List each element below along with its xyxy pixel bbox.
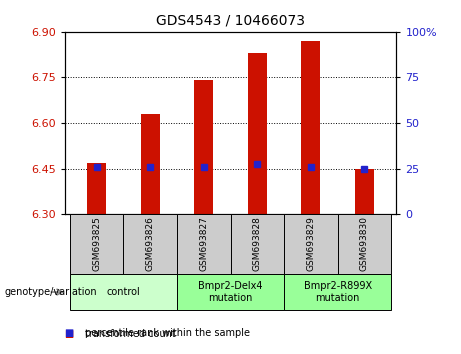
Bar	[124, 214, 177, 274]
Text: GSM693825: GSM693825	[92, 216, 101, 271]
Text: GSM693828: GSM693828	[253, 216, 262, 271]
Text: Bmpr2-R899X
mutation: Bmpr2-R899X mutation	[303, 281, 372, 303]
Title: GDS4543 / 10466073: GDS4543 / 10466073	[156, 14, 305, 28]
Text: control: control	[106, 287, 140, 297]
Bar	[230, 214, 284, 274]
Text: GSM693826: GSM693826	[146, 216, 155, 271]
Bar	[337, 214, 391, 274]
Bar	[177, 214, 230, 274]
Bar	[70, 274, 177, 310]
Bar	[301, 41, 320, 214]
Bar	[141, 114, 160, 214]
Bar	[87, 162, 106, 214]
Bar	[284, 214, 337, 274]
Text: ■: ■	[65, 329, 74, 339]
Text: percentile rank within the sample: percentile rank within the sample	[85, 329, 250, 338]
Bar	[248, 53, 266, 214]
Bar	[70, 214, 124, 274]
Text: transformed count: transformed count	[85, 329, 176, 339]
Bar	[355, 169, 374, 214]
Text: GSM693830: GSM693830	[360, 216, 369, 271]
Bar	[284, 274, 391, 310]
Text: GSM693829: GSM693829	[306, 216, 315, 271]
Text: GSM693827: GSM693827	[199, 216, 208, 271]
Text: genotype/variation: genotype/variation	[5, 287, 97, 297]
Text: Bmpr2-Delx4
mutation: Bmpr2-Delx4 mutation	[198, 281, 263, 303]
Bar	[195, 80, 213, 214]
Bar	[177, 274, 284, 310]
Text: ■: ■	[65, 329, 74, 338]
